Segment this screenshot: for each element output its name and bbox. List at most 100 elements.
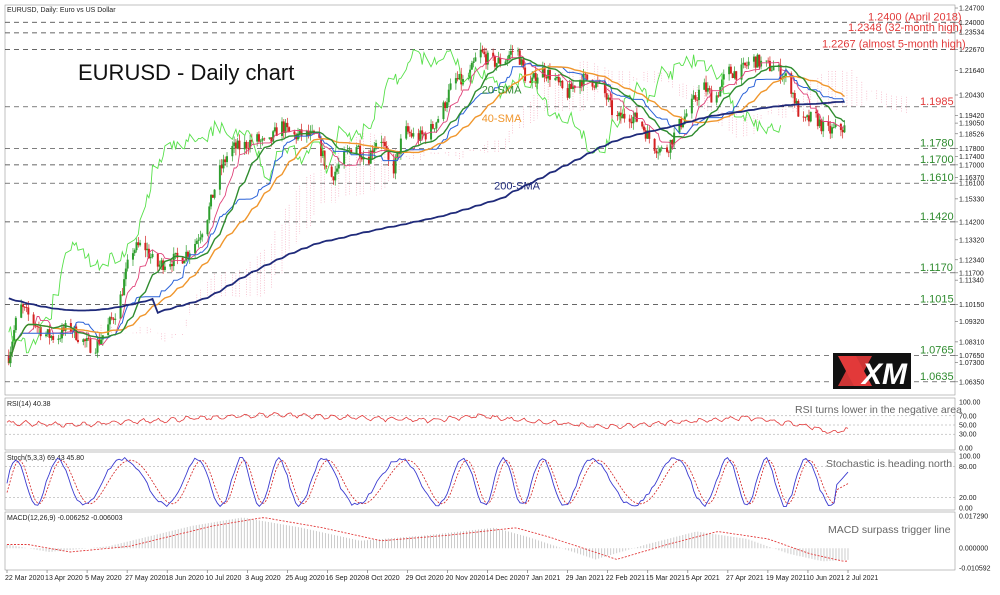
candle-body [446, 102, 449, 108]
candle-body [172, 253, 175, 267]
rsi-line [6, 412, 849, 434]
candle-body [27, 307, 30, 315]
macd-tick: 0.017290 [959, 514, 988, 521]
candle-body [107, 324, 110, 336]
main-price-panel: EURUSD, Daily: Euro vs US Dollar EURUSD … [4, 4, 984, 396]
candle-body [809, 111, 812, 122]
candle-body [250, 139, 253, 142]
candle-body [522, 59, 525, 68]
candle-body [470, 62, 473, 70]
candle-body [282, 121, 285, 133]
candle-body [359, 145, 362, 158]
candle-body [705, 82, 708, 92]
candle-body [570, 83, 573, 89]
candle-body [843, 125, 846, 133]
y-tick-label: 1.10150 [959, 302, 984, 309]
x-tick-label: 18 Jun 2020 [165, 575, 204, 582]
candle-body [807, 115, 810, 122]
x-tick-label: 15 Mar 2021 [646, 575, 685, 582]
candle-body [233, 142, 236, 146]
candle-body [197, 239, 200, 241]
candle-body [59, 338, 62, 340]
candle-body [417, 133, 420, 142]
candle-body [293, 131, 296, 135]
candle-body [94, 352, 97, 354]
candle-body [208, 206, 211, 220]
candle-body [433, 128, 436, 130]
candle-body [690, 98, 693, 114]
candle-body [680, 119, 683, 128]
level-label: 1.1170 [920, 262, 953, 274]
candle-body [259, 140, 262, 142]
candle-body [658, 148, 661, 153]
candle-body [298, 129, 301, 134]
candle-body [39, 326, 42, 337]
rsi-tick: 100.00 [959, 400, 981, 407]
candle-body [139, 242, 142, 246]
level-label: 1.2348 (32-month high) [848, 22, 962, 34]
candle-body [20, 304, 23, 318]
candle-body [158, 264, 161, 267]
candle-body [46, 329, 49, 335]
candle-body [829, 125, 832, 134]
candle-body [199, 237, 202, 240]
candle-body [628, 118, 631, 122]
candle-body [616, 115, 619, 117]
candle-body [176, 252, 179, 258]
candle-body [146, 248, 149, 251]
candle-body [506, 58, 509, 62]
candle-body [634, 112, 637, 117]
candle-body [222, 159, 225, 169]
candle-body [752, 56, 755, 62]
xm-logo: XM [833, 353, 911, 391]
candle-body [406, 126, 409, 132]
candle-body [410, 133, 413, 137]
candle-body [444, 102, 447, 108]
level-label: 1.1700 [920, 154, 954, 166]
candle-body [456, 78, 459, 80]
candle-body [485, 54, 488, 65]
x-tick-label: 20 Nov 2020 [446, 575, 486, 582]
candle-body [715, 95, 718, 103]
candle-body [382, 141, 385, 143]
candle-body [137, 242, 140, 246]
rsi-tick: 70.00 [959, 413, 977, 420]
candle-body [493, 56, 496, 67]
candle-body [618, 112, 621, 117]
candle-body [50, 336, 53, 338]
x-tick-label: 5 Apr 2021 [686, 575, 720, 582]
y-tick-label: 1.19420 [959, 113, 984, 120]
series-label: 20-SMA [482, 85, 522, 97]
candle-body [124, 268, 127, 280]
candle-body [710, 89, 713, 103]
candle-body [797, 100, 800, 117]
rsi-panel: RSI(14) 40.38 RSI turns lower in the neg… [4, 397, 981, 453]
candle-body [667, 151, 670, 153]
candle-body [96, 339, 99, 353]
y-tick-label: 1.07300 [959, 360, 984, 367]
macd-tick: -0.010592 [959, 566, 991, 573]
candle-body [369, 150, 372, 164]
y-tick-label: 1.13320 [959, 237, 984, 244]
date-axis: 22 Mar 2020 13 Apr 2020 5 May 2020 27 May 2… [5, 570, 878, 582]
level-label: 1.0765 [920, 344, 954, 356]
candle-body [211, 194, 214, 198]
candle-body [568, 83, 571, 98]
candle-body [261, 138, 264, 141]
candle-body [210, 194, 213, 207]
candle-body [64, 323, 67, 331]
level-label: 1.0635 [920, 371, 954, 383]
candle-body [557, 76, 560, 83]
candle-body [648, 130, 651, 139]
candle-body [703, 82, 706, 90]
candle-body [657, 152, 660, 154]
x-tick-label: 2 Jul 2021 [846, 575, 878, 582]
candle-body [692, 95, 695, 99]
candle-body [733, 71, 736, 78]
candle-body [419, 130, 422, 142]
candle-body [822, 121, 825, 132]
candle-body [483, 51, 486, 55]
candle-body [770, 70, 773, 72]
support-resistance-levels: 1.2400 (April 2018)1.2348 (32-month high… [5, 11, 966, 383]
